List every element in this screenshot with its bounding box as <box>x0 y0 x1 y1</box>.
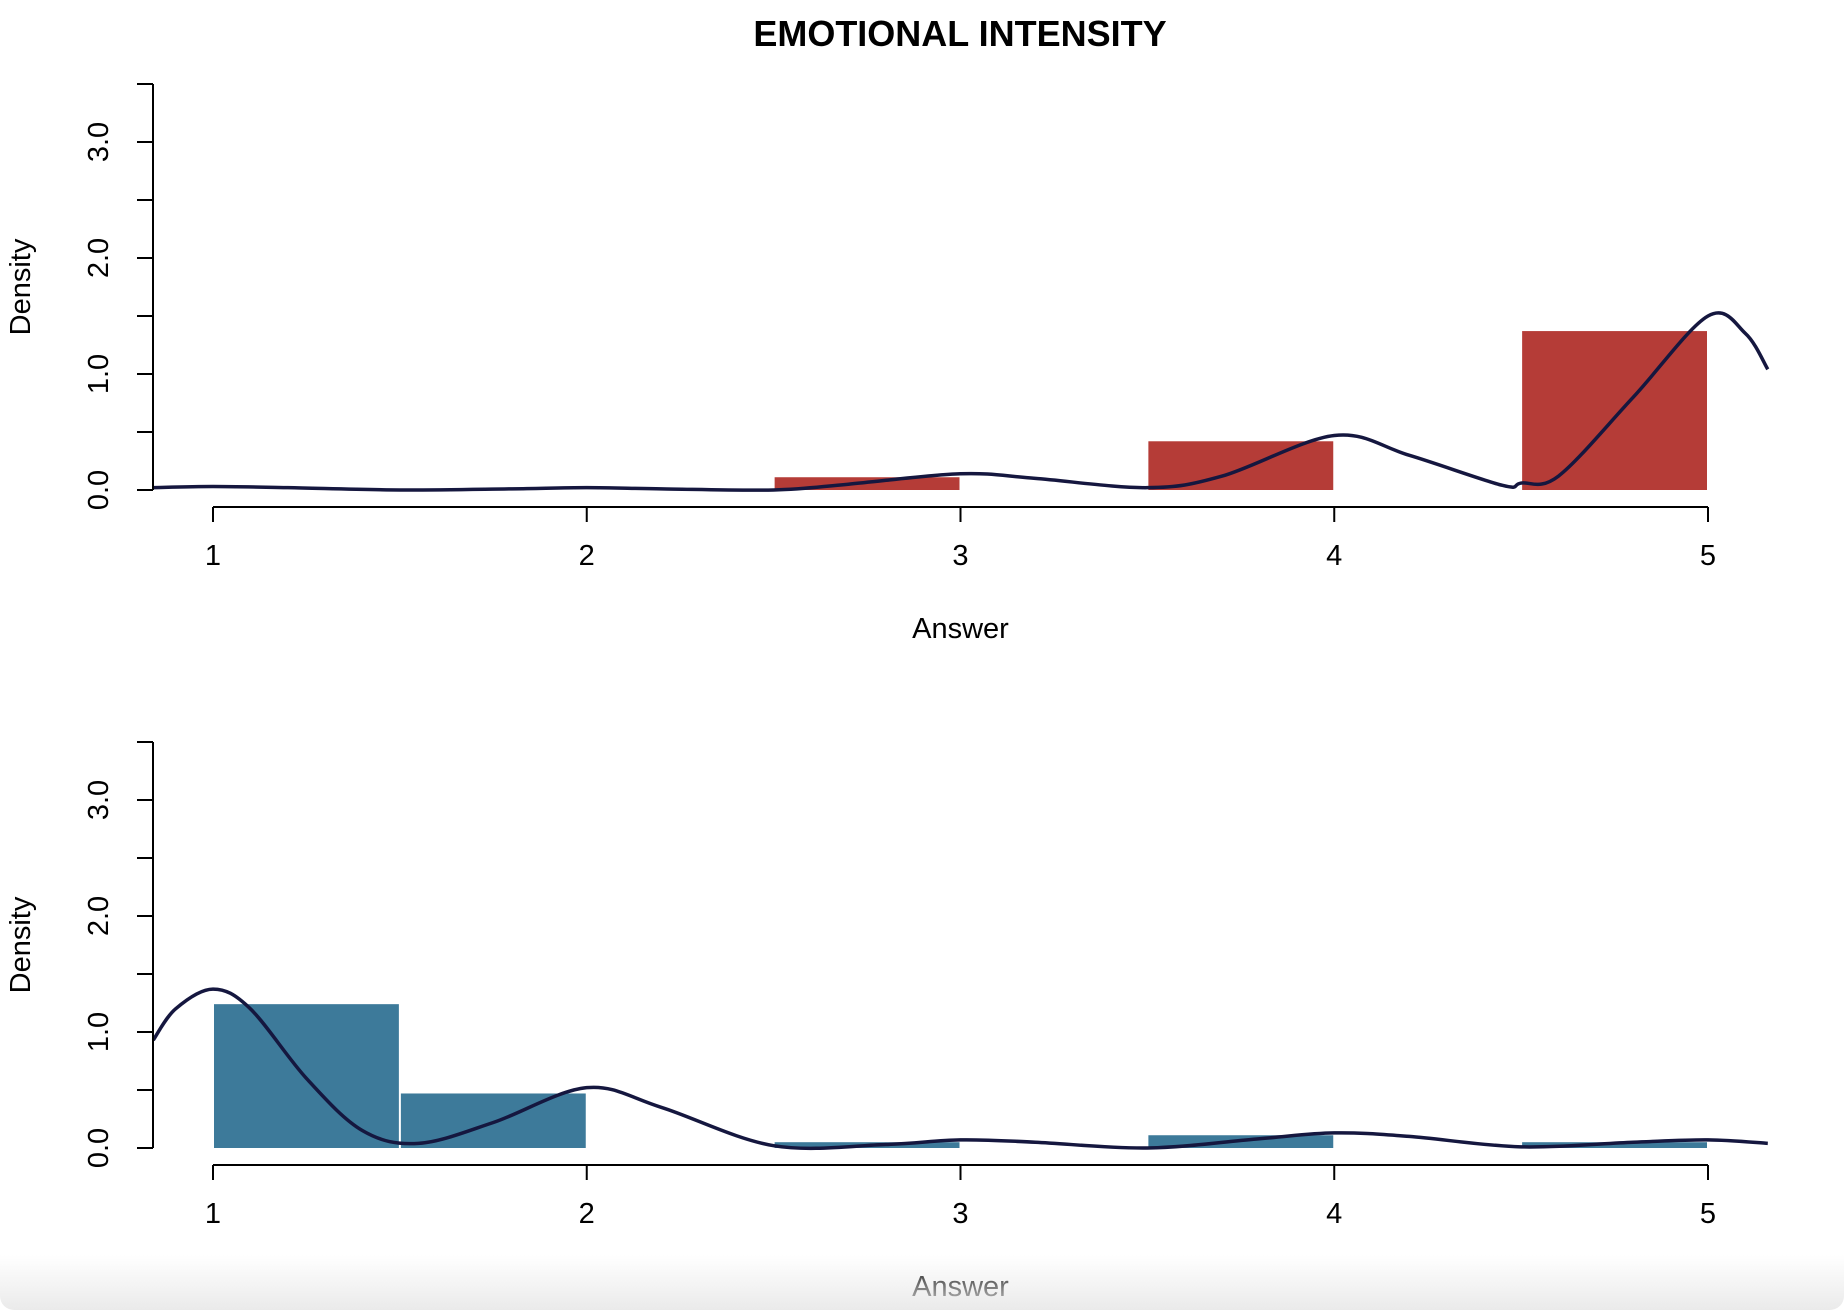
top-x-tick-label: 5 <box>1700 540 1716 572</box>
top-x-tick-label: 3 <box>952 540 968 572</box>
bottom-density-curve <box>151 987 1768 1151</box>
bottom-y-tick-label: 0.0 <box>83 1128 115 1168</box>
top-density-curve <box>153 311 1770 492</box>
bottom-y-tick-label: 2.0 <box>83 896 115 936</box>
bottom-x-axis-title: Answer <box>912 1271 1009 1303</box>
top-panel: 0.0 1.0 2.0 3.0 1 2 3 4 5 Answer Density <box>5 83 1770 645</box>
top-y-tick-label: 1.0 <box>83 354 115 394</box>
top-x-tick-label: 4 <box>1326 540 1342 572</box>
bottom-y-tick-label: 1.0 <box>83 1012 115 1052</box>
bottom-x-tick-label: 1 <box>205 1198 221 1230</box>
top-x-tick-label: 1 <box>205 540 221 572</box>
bottom-histogram-bar-5 <box>1522 1142 1707 1148</box>
top-y-axis-title: Density <box>5 238 37 335</box>
top-y-tick-label: 2.0 <box>83 238 115 278</box>
bottom-panel: 0.0 1.0 2.0 3.0 1 2 3 4 5 Answer Density <box>5 741 1768 1303</box>
bottom-x-tick-label: 4 <box>1326 1198 1342 1230</box>
top-y-tick-label: 0.0 <box>83 470 115 510</box>
bottom-y-axis-title: Density <box>5 896 37 993</box>
chart-title: EMOTIONAL INTENSITY <box>753 13 1166 54</box>
bottom-x-tick-label: 2 <box>579 1198 595 1230</box>
bottom-y-tick-label: 3.0 <box>83 780 115 820</box>
top-y-tick-label: 3.0 <box>83 122 115 162</box>
bottom-x-tick-label: 3 <box>952 1198 968 1230</box>
top-x-tick-label: 2 <box>579 540 595 572</box>
top-x-axis-title: Answer <box>912 613 1009 645</box>
top-histogram-bar-2 <box>1148 441 1334 490</box>
bottom-x-tick-label: 5 <box>1700 1198 1716 1230</box>
top-histogram-bar-3 <box>1522 331 1707 490</box>
